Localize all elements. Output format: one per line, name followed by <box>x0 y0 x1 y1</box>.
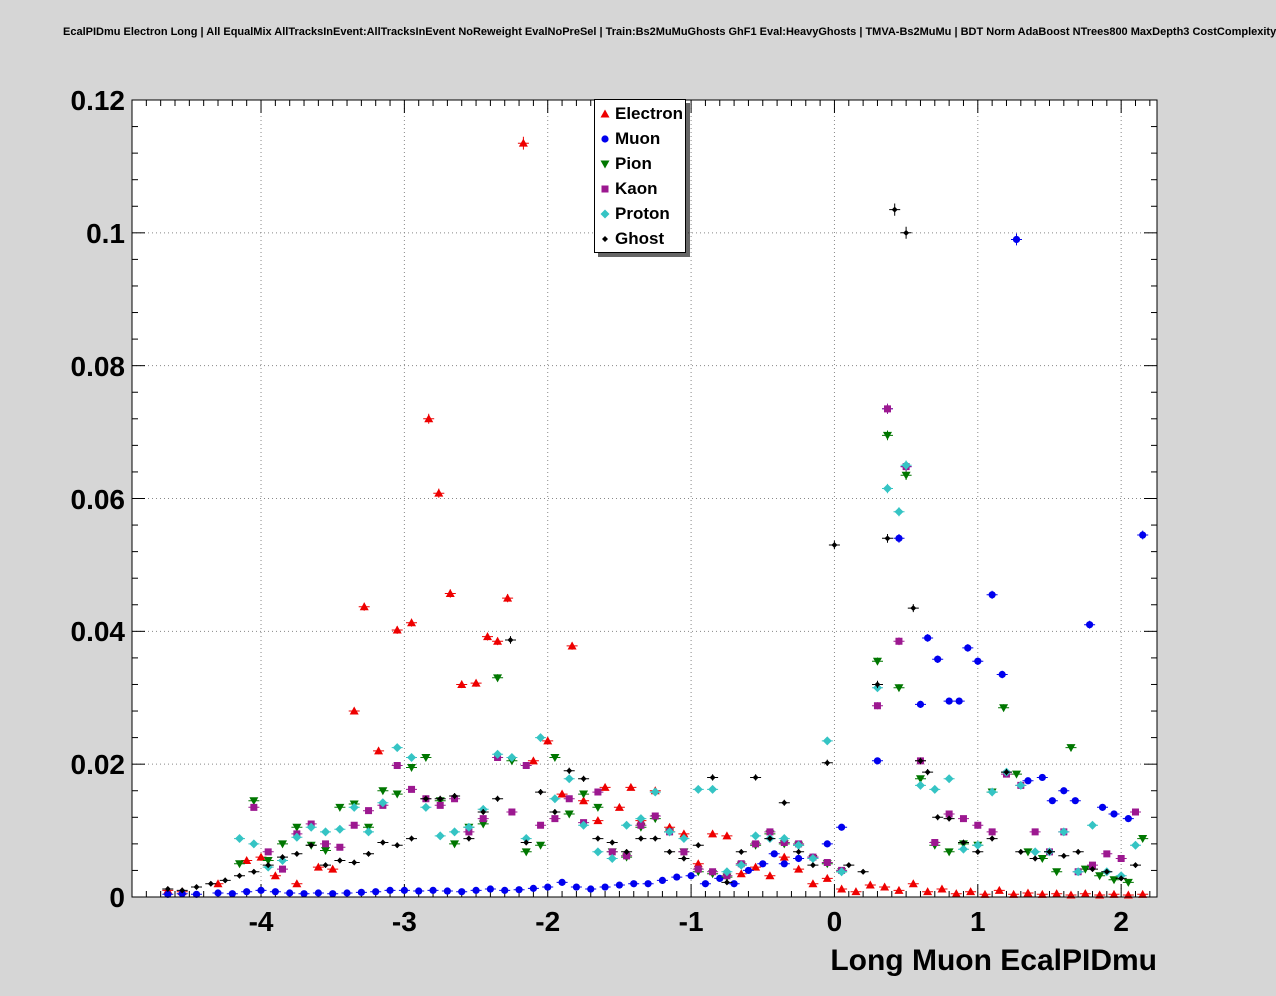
y-tick-label: 0.04 <box>70 616 126 648</box>
x-tick-label: 1 <box>970 906 986 937</box>
y-tick-label: 0.1 <box>86 217 125 249</box>
series-ghost <box>162 203 1141 894</box>
proton-marker-icon <box>600 209 610 218</box>
x-tick-label: -1 <box>678 906 704 937</box>
legend-item-proton: Proton <box>595 201 685 226</box>
y-tick-label: 0.06 <box>70 483 126 515</box>
legend-item-ghost: Ghost <box>595 226 685 251</box>
legend: Electron Muon Pion Kaon Proton Ghost <box>594 99 686 253</box>
x-tick-label: 2 <box>1113 906 1129 937</box>
electron-marker-icon <box>600 109 610 117</box>
legend-item-muon: Muon <box>595 126 685 151</box>
y-tick-label: 0.12 <box>70 85 126 116</box>
legend-label: Electron <box>615 103 684 123</box>
legend-item-pion: Pion <box>595 151 685 176</box>
x-tick-label: -3 <box>391 906 417 937</box>
legend-label: Proton <box>615 203 670 223</box>
series-muon <box>162 233 1149 898</box>
kaon-marker-icon <box>601 185 609 192</box>
legend-item-kaon: Kaon <box>595 176 685 201</box>
legend-label: Kaon <box>615 178 658 198</box>
legend-label: Pion <box>615 153 652 173</box>
y-tick-label: 0.02 <box>70 749 126 781</box>
x-axis-title: Long Muon EcalPIDmu <box>830 944 1157 977</box>
legend-item-electron: Electron <box>595 101 685 126</box>
y-tick-label: 0.08 <box>70 350 126 382</box>
muon-marker-icon <box>601 134 609 143</box>
y-tick-label: 0 <box>109 882 125 913</box>
ghost-marker-icon <box>602 235 608 242</box>
plot-title: EcalPIDmu Electron Long | All EqualMix A… <box>63 26 1276 38</box>
x-tick-label: -2 <box>535 906 561 937</box>
legend-label: Ghost <box>615 228 665 248</box>
legend-label: Muon <box>615 128 661 148</box>
x-tick-label: 0 <box>826 906 843 937</box>
pion-marker-icon <box>600 160 610 168</box>
x-tick-label: -4 <box>248 906 274 937</box>
